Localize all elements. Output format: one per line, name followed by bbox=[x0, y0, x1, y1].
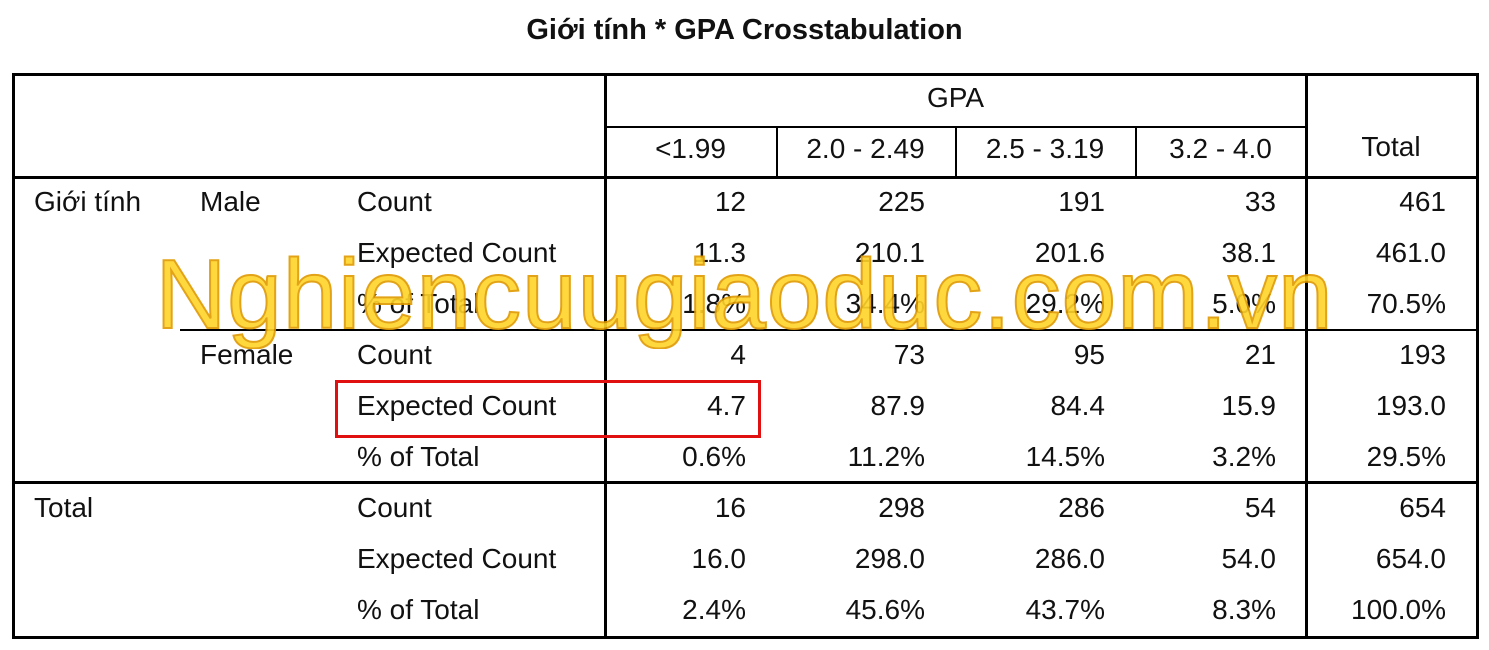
watermark: Nghiencuugiaoduc.com.vn bbox=[155, 238, 1334, 350]
rule bbox=[12, 176, 1476, 179]
statistic-label: Expected Count bbox=[357, 543, 557, 574]
cell-value: 34.4% bbox=[845, 288, 925, 319]
statistic-label: % of Total bbox=[357, 594, 480, 625]
cell-value: 54 bbox=[1244, 492, 1276, 523]
cell-value: 298 bbox=[878, 492, 925, 523]
statistic-label: Count bbox=[357, 492, 432, 523]
statistic-label: % of Total bbox=[357, 288, 480, 319]
cell-value: 461 bbox=[1399, 186, 1446, 217]
rule bbox=[1305, 73, 1308, 636]
cell-value: 43.7% bbox=[1025, 594, 1105, 625]
cell-value: 70.5% bbox=[1366, 288, 1446, 319]
cell-value: 5.0% bbox=[1212, 288, 1276, 319]
statistic-label: % of Total bbox=[357, 441, 480, 472]
column-header: 2.0 - 2.49 bbox=[806, 133, 925, 164]
row-group-label: Giới tính bbox=[34, 186, 142, 217]
rule bbox=[604, 73, 607, 636]
cell-value: 11.2% bbox=[847, 441, 925, 472]
cell-value: 461.0 bbox=[1375, 237, 1446, 268]
cell-value: 29.5% bbox=[1366, 441, 1446, 472]
rule bbox=[12, 73, 15, 636]
cell-value: 73 bbox=[893, 339, 925, 370]
statistic-label: Expected Count bbox=[357, 237, 557, 268]
column-header: 3.2 - 4.0 bbox=[1169, 133, 1272, 164]
rule bbox=[12, 481, 1476, 484]
cell-value: 191 bbox=[1058, 186, 1105, 217]
cell-value: 3.2% bbox=[1212, 441, 1276, 472]
cell-value: 100.0% bbox=[1351, 594, 1446, 625]
cell-value: 225 bbox=[878, 186, 925, 217]
cell-value: 286 bbox=[1058, 492, 1105, 523]
cell-value: 8.3% bbox=[1212, 594, 1276, 625]
cell-value: 16.0 bbox=[691, 543, 747, 574]
cell-value: 38.1 bbox=[1221, 237, 1277, 268]
cell-value: 14.5% bbox=[1025, 441, 1105, 472]
cell-value: 1.8% bbox=[682, 288, 746, 319]
cell-value: 21 bbox=[1244, 339, 1276, 370]
rule bbox=[12, 636, 1479, 639]
statistic-label: Expected Count bbox=[357, 390, 557, 421]
cell-value: 4 bbox=[730, 339, 746, 370]
column-group-header: GPA bbox=[926, 82, 985, 113]
column-header: Total bbox=[1361, 131, 1421, 162]
row-group-label: Total bbox=[34, 492, 94, 523]
cell-value: 95 bbox=[1073, 339, 1105, 370]
cell-value: 87.9 bbox=[870, 390, 926, 421]
cell-value: 54.0 bbox=[1221, 543, 1277, 574]
cell-value: 0.6% bbox=[682, 441, 746, 472]
cell-value: 16 bbox=[714, 492, 746, 523]
table-title: Giới tính * GPA Crosstabulation bbox=[526, 14, 963, 46]
rule bbox=[955, 127, 957, 177]
cell-value: 45.6% bbox=[845, 594, 925, 625]
cell-value: 286.0 bbox=[1034, 543, 1105, 574]
rule bbox=[1135, 127, 1137, 177]
highlight-box bbox=[335, 380, 761, 438]
cell-value: 33 bbox=[1244, 186, 1276, 217]
cell-value: 654.0 bbox=[1375, 543, 1446, 574]
cell-value: 193 bbox=[1399, 339, 1446, 370]
rule bbox=[12, 73, 1476, 76]
cell-value: 12 bbox=[714, 186, 746, 217]
cell-value: 2.4% bbox=[682, 594, 746, 625]
cell-value: 210.1 bbox=[854, 237, 925, 268]
cell-value: 193.0 bbox=[1375, 390, 1446, 421]
cell-value: 4.7 bbox=[707, 390, 746, 421]
statistic-label: Count bbox=[357, 339, 432, 370]
rule bbox=[180, 329, 1476, 331]
cell-value: 298.0 bbox=[854, 543, 925, 574]
cell-value: 11.3 bbox=[693, 237, 746, 268]
column-header: 2.5 - 3.19 bbox=[985, 133, 1105, 164]
statistic-label: Count bbox=[357, 186, 432, 217]
row-subgroup-label: Male bbox=[200, 186, 261, 217]
cell-value: 29.2% bbox=[1025, 288, 1105, 319]
cell-value: 15.9 bbox=[1221, 390, 1277, 421]
column-header: <1.99 bbox=[655, 133, 726, 164]
row-subgroup-label: Female bbox=[200, 339, 294, 370]
rule bbox=[1476, 73, 1479, 639]
cell-value: 654 bbox=[1399, 492, 1446, 523]
rule bbox=[776, 127, 778, 177]
cell-value: 84.4 bbox=[1050, 390, 1106, 421]
cell-value: 201.6 bbox=[1034, 237, 1105, 268]
